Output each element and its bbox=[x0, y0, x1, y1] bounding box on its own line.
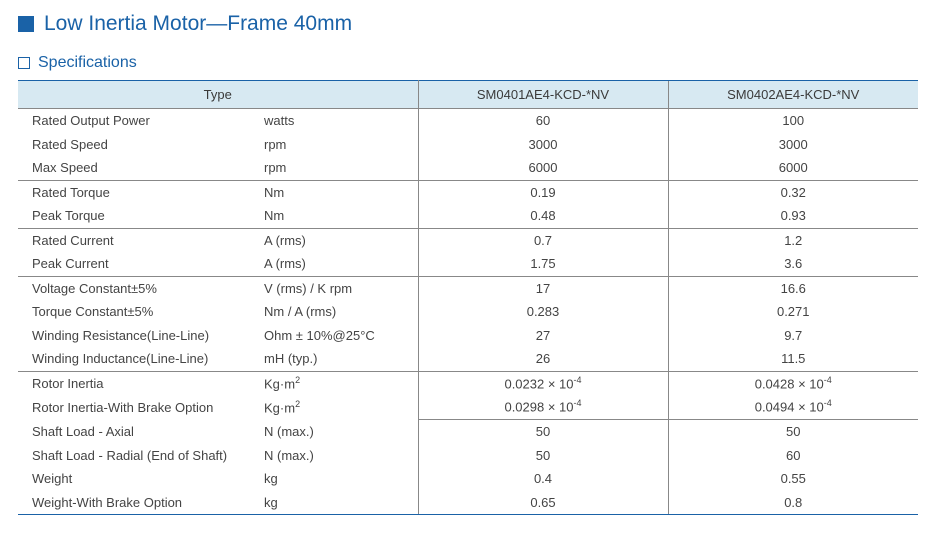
value-model-1: 0.0232 × 10-4 bbox=[418, 371, 668, 395]
value-model-1: 50 bbox=[418, 444, 668, 468]
value-model-1: 0.4 bbox=[418, 467, 668, 491]
table-row: Rated Output Power watts 60 100 bbox=[18, 109, 918, 133]
table-row: Peak Current A (rms) 1.75 3.6 bbox=[18, 252, 918, 276]
col-model-2: SM0402AE4-KCD-*NV bbox=[668, 81, 918, 109]
section-heading-row: Specifications bbox=[18, 54, 928, 72]
param-label: Shaft Load - Radial (End of Shaft) bbox=[18, 444, 258, 468]
spec-table: Type SM0401AE4-KCD-*NV SM0402AE4-KCD-*NV… bbox=[18, 80, 918, 515]
value-model-2: 0.271 bbox=[668, 300, 918, 324]
value-model-2: 0.32 bbox=[668, 180, 918, 204]
value-model-2: 0.93 bbox=[668, 204, 918, 228]
param-label: Shaft Load - Axial bbox=[18, 420, 258, 444]
value-model-2: 16.6 bbox=[668, 276, 918, 300]
param-unit: rpm bbox=[258, 133, 418, 157]
param-label: Rated Speed bbox=[18, 133, 258, 157]
value-model-1: 17 bbox=[418, 276, 668, 300]
param-unit: Nm bbox=[258, 180, 418, 204]
value-model-2: 100 bbox=[668, 109, 918, 133]
param-label: Max Speed bbox=[18, 156, 258, 180]
param-unit: Nm bbox=[258, 204, 418, 228]
table-header-row: Type SM0401AE4-KCD-*NV SM0402AE4-KCD-*NV bbox=[18, 81, 918, 109]
param-label: Rotor Inertia bbox=[18, 371, 258, 395]
param-label: Winding Inductance(Line-Line) bbox=[18, 347, 258, 371]
param-unit: Ohm ± 10%@25°C bbox=[258, 324, 418, 348]
value-model-1: 3000 bbox=[418, 133, 668, 157]
table-row: Weight-With Brake Option kg 0.65 0.8 bbox=[18, 491, 918, 515]
table-row: Torque Constant±5% Nm / A (rms) 0.283 0.… bbox=[18, 300, 918, 324]
table-row: Shaft Load - Radial (End of Shaft) N (ma… bbox=[18, 444, 918, 468]
title-bullet-icon bbox=[18, 16, 34, 32]
table-row: Max Speed rpm 6000 6000 bbox=[18, 156, 918, 180]
param-unit: rpm bbox=[258, 156, 418, 180]
param-unit: N (max.) bbox=[258, 444, 418, 468]
param-label: Peak Current bbox=[18, 252, 258, 276]
value-model-2: 60 bbox=[668, 444, 918, 468]
value-model-2: 0.8 bbox=[668, 491, 918, 515]
table-row: Shaft Load - Axial N (max.) 50 50 bbox=[18, 420, 918, 444]
param-unit: A (rms) bbox=[258, 252, 418, 276]
value-model-1: 1.75 bbox=[418, 252, 668, 276]
table-row: Weight kg 0.4 0.55 bbox=[18, 467, 918, 491]
value-model-2: 1.2 bbox=[668, 228, 918, 252]
value-model-1: 0.0298 × 10-4 bbox=[418, 395, 668, 419]
value-model-2: 0.55 bbox=[668, 467, 918, 491]
param-unit: Kg·m2 bbox=[258, 395, 418, 419]
param-unit: Nm / A (rms) bbox=[258, 300, 418, 324]
section-heading: Specifications bbox=[38, 54, 137, 72]
value-model-1: 0.65 bbox=[418, 491, 668, 515]
table-row: Rated Current A (rms) 0.7 1.2 bbox=[18, 228, 918, 252]
param-unit: watts bbox=[258, 109, 418, 133]
value-model-2: 3.6 bbox=[668, 252, 918, 276]
value-model-1: 26 bbox=[418, 347, 668, 371]
value-model-2: 6000 bbox=[668, 156, 918, 180]
param-label: Rated Output Power bbox=[18, 109, 258, 133]
value-model-2: 0.0428 × 10-4 bbox=[668, 371, 918, 395]
value-model-1: 0.48 bbox=[418, 204, 668, 228]
param-unit: N (max.) bbox=[258, 420, 418, 444]
page-title-row: Low Inertia Motor—Frame 40mm bbox=[18, 12, 928, 36]
table-row: Rotor Inertia-With Brake Option Kg·m2 0.… bbox=[18, 395, 918, 419]
param-unit: kg bbox=[258, 491, 418, 515]
table-row: Rated Speed rpm 3000 3000 bbox=[18, 133, 918, 157]
section-bullet-icon bbox=[18, 57, 30, 69]
value-model-1: 50 bbox=[418, 420, 668, 444]
value-model-1: 0.283 bbox=[418, 300, 668, 324]
param-unit: A (rms) bbox=[258, 228, 418, 252]
param-label: Rotor Inertia-With Brake Option bbox=[18, 395, 258, 419]
col-model-1: SM0401AE4-KCD-*NV bbox=[418, 81, 668, 109]
param-label: Torque Constant±5% bbox=[18, 300, 258, 324]
param-unit: kg bbox=[258, 467, 418, 491]
param-label: Rated Torque bbox=[18, 180, 258, 204]
value-model-2: 50 bbox=[668, 420, 918, 444]
value-model-2: 9.7 bbox=[668, 324, 918, 348]
param-unit: mH (typ.) bbox=[258, 347, 418, 371]
param-label: Weight-With Brake Option bbox=[18, 491, 258, 515]
param-label: Rated Current bbox=[18, 228, 258, 252]
table-row: Voltage Constant±5% V (rms) / K rpm 17 1… bbox=[18, 276, 918, 300]
value-model-2: 11.5 bbox=[668, 347, 918, 371]
col-type: Type bbox=[18, 81, 418, 109]
param-label: Voltage Constant±5% bbox=[18, 276, 258, 300]
table-row: Rotor Inertia Kg·m2 0.0232 × 10-4 0.0428… bbox=[18, 371, 918, 395]
value-model-1: 0.7 bbox=[418, 228, 668, 252]
value-model-2: 3000 bbox=[668, 133, 918, 157]
page-title: Low Inertia Motor—Frame 40mm bbox=[44, 12, 352, 36]
value-model-2: 0.0494 × 10-4 bbox=[668, 395, 918, 419]
value-model-1: 6000 bbox=[418, 156, 668, 180]
value-model-1: 0.19 bbox=[418, 180, 668, 204]
value-model-1: 27 bbox=[418, 324, 668, 348]
table-row: Peak Torque Nm 0.48 0.93 bbox=[18, 204, 918, 228]
param-unit: Kg·m2 bbox=[258, 371, 418, 395]
table-row: Winding Inductance(Line-Line) mH (typ.) … bbox=[18, 347, 918, 371]
table-row: Rated Torque Nm 0.19 0.32 bbox=[18, 180, 918, 204]
param-label: Peak Torque bbox=[18, 204, 258, 228]
param-unit: V (rms) / K rpm bbox=[258, 276, 418, 300]
value-model-1: 60 bbox=[418, 109, 668, 133]
param-label: Winding Resistance(Line-Line) bbox=[18, 324, 258, 348]
table-row: Winding Resistance(Line-Line) Ohm ± 10%@… bbox=[18, 324, 918, 348]
param-label: Weight bbox=[18, 467, 258, 491]
